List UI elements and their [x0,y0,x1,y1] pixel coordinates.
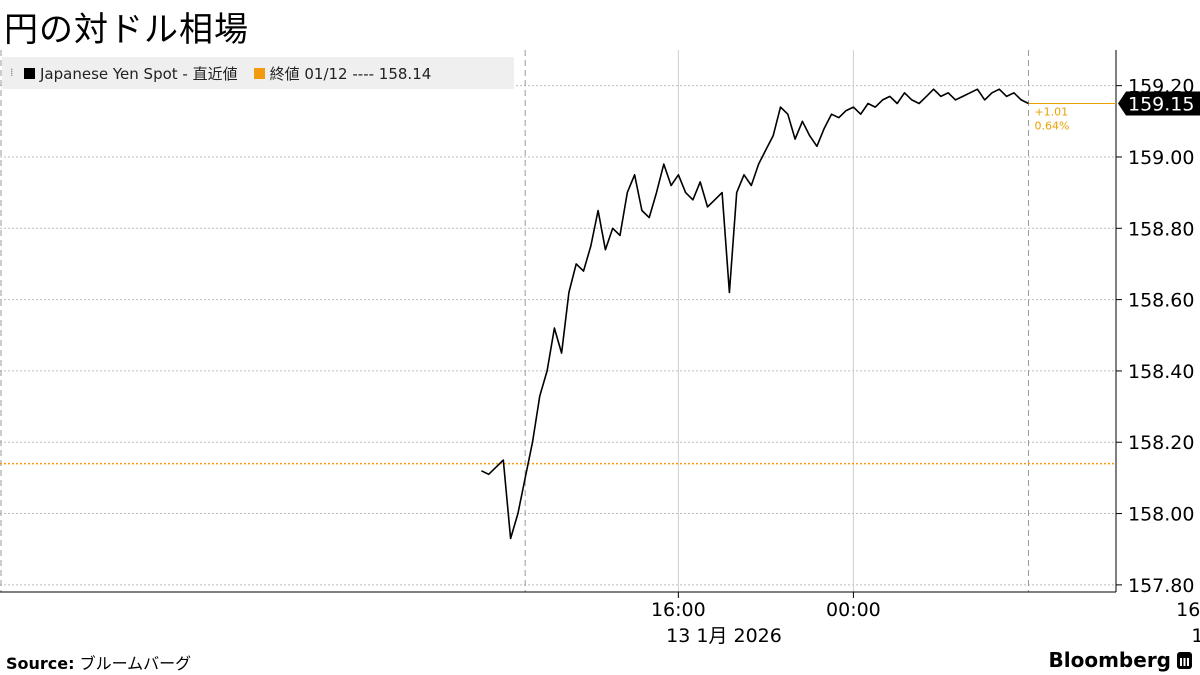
change-pct-label: 0.64% [1034,119,1069,132]
chart-legend: ⁞ Japanese Yen Spot - 直近値 終値 01/12 ---- … [2,57,514,89]
bloomberg-logo-icon [1177,651,1192,669]
legend-item-reference[interactable]: 終値 01/12 ---- 158.14 [253,63,432,84]
source-value: ブルームバーグ [79,654,192,673]
date-label: 13 1月 2026 [666,625,782,647]
brand-name: Bloomberg [1048,648,1171,672]
source-label: Source: [6,654,75,673]
current-price-label: 159.15 [1128,93,1194,115]
change-abs-label: +1.01 [1034,105,1068,118]
current-price-tag [1118,91,1200,116]
date-label: 14 1月 2026 [1191,625,1200,647]
x-tick-label: 16:00 [1176,599,1200,621]
legend-reference-label: 終値 01/12 ---- 158.14 [269,64,432,83]
legend-series-label: Japanese Yen Spot - 直近値 [40,64,238,83]
source-note: Source: ブルームバーグ [6,650,191,674]
legend-swatch-orange [253,67,265,79]
y-tick-label: 157.80 [1128,575,1194,597]
bloomberg-brand: Bloomberg [1049,648,1192,672]
legend-item-yen-spot[interactable]: Japanese Yen Spot - 直近値 [24,63,238,84]
y-tick-label: 158.80 [1128,218,1194,240]
x-tick-label: 00:00 [826,599,881,621]
x-tick-label: 16:00 [651,599,706,621]
y-tick-label: 158.40 [1128,361,1194,383]
y-tick-label: 159.00 [1128,147,1194,169]
series-line-yen-spot [481,88,1029,540]
legend-swatch-black [24,67,35,79]
y-tick-label: 158.00 [1128,504,1194,526]
chart-title: 円の対ドル相場 [4,10,249,50]
y-tick-label: 158.20 [1128,432,1194,454]
drag-handle-icon[interactable]: ⁞ [10,66,14,79]
y-tick-label: 158.60 [1128,290,1194,312]
